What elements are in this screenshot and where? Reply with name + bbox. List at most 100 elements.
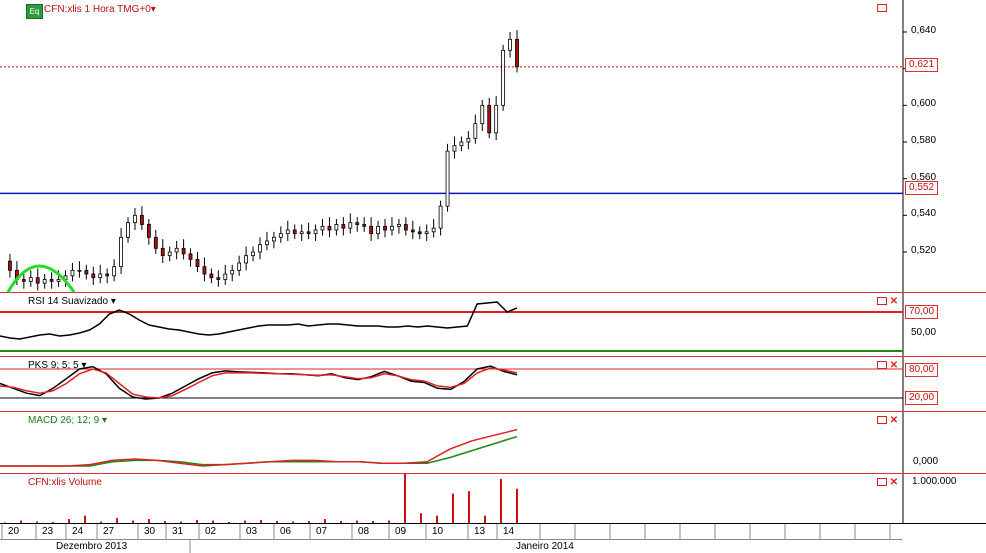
candle-body [278, 233, 283, 238]
pks-level-20-badge: 20,00 [905, 391, 939, 405]
chevron-down-icon[interactable]: ▾ [81, 360, 87, 371]
candle-body [160, 247, 165, 257]
candle-body [105, 273, 110, 277]
x-month-dezembro: Dezembro 2013 [56, 541, 128, 552]
x-day-label: 10 [432, 526, 444, 537]
maximize-main-panel-icon[interactable] [877, 4, 887, 14]
candle-body [153, 236, 158, 249]
volume-bar [388, 520, 390, 523]
candle-body [28, 277, 33, 282]
candle-body [383, 225, 387, 231]
chevron-down-icon[interactable]: ▾ [101, 415, 107, 426]
volume-bar [324, 519, 326, 523]
pks-d-line [0, 367, 518, 399]
candle-body [480, 104, 485, 125]
x-day-label: 09 [395, 526, 407, 537]
volume-bar [20, 520, 22, 523]
pks-panel-title[interactable]: PKS 9; 5; 5 ▾ [28, 360, 86, 372]
candle-body [320, 225, 325, 231]
y-tick-label: 0,600 [911, 98, 937, 110]
maximize-icon[interactable] [877, 297, 887, 306]
candle-body [181, 247, 186, 255]
maximize-icon[interactable] [877, 416, 887, 425]
rsi-level-50-label: 50,00 [911, 327, 937, 338]
candle-body [49, 279, 54, 282]
candle-body [376, 225, 380, 235]
maximize-icon[interactable] [877, 478, 887, 487]
candle-body [126, 222, 130, 238]
candle-body [216, 277, 221, 280]
main-panel-title[interactable]: CFN:xlis 1 Hora TMG+0▾ [44, 4, 156, 16]
candle-body [146, 224, 151, 238]
volume-bar [516, 488, 518, 523]
volume-bar [212, 520, 214, 523]
volume-bar [148, 519, 150, 523]
rsi-panel-title[interactable]: RSI 14 Suavizado ▾ [28, 296, 116, 308]
x-day-label: 20 [8, 526, 20, 537]
candle-body [445, 150, 450, 207]
candle-body [195, 258, 200, 268]
last-price-badge: 0,621 [905, 58, 939, 72]
volume-bar [228, 522, 230, 523]
candle-body [403, 224, 408, 231]
x-day-label: 06 [280, 526, 292, 537]
candle-body [35, 277, 40, 284]
candle-body [501, 49, 506, 106]
candle-body [473, 123, 478, 139]
candle-body [251, 251, 255, 257]
volume-bar [436, 515, 438, 523]
x-day-label: 08 [358, 526, 370, 537]
candle-body [369, 225, 374, 235]
candle-body [466, 137, 471, 143]
macd-line [0, 428, 518, 467]
close-icon[interactable]: ✕ [889, 477, 899, 488]
volume-bar [68, 519, 70, 523]
candle-body [424, 231, 429, 235]
candle-body [98, 273, 103, 279]
eq-button[interactable]: Eq [26, 4, 43, 19]
volume-bar [276, 521, 278, 523]
candle-body [167, 251, 172, 257]
candle-body [188, 253, 193, 260]
candle-body [508, 38, 512, 51]
close-icon[interactable]: ✕ [889, 296, 899, 307]
volume-bar [404, 474, 406, 523]
candle-body [306, 231, 311, 235]
candle-body [133, 214, 137, 224]
candle-body [515, 38, 519, 68]
candle-body [459, 141, 464, 147]
volume-panel-title[interactable]: CFN:xlis Volume [28, 477, 102, 488]
volume-bar [100, 521, 102, 523]
candle-body [355, 222, 360, 225]
candle-body [494, 104, 499, 134]
chevron-down-icon[interactable]: ▾ [110, 296, 116, 307]
macd-panel-title[interactable]: MACD 26; 12; 9 ▾ [28, 415, 107, 427]
maximize-icon[interactable] [877, 361, 887, 370]
close-icon[interactable]: ✕ [889, 415, 899, 426]
volume-bar [132, 520, 134, 523]
close-icon[interactable]: ✕ [889, 360, 899, 371]
chevron-down-icon[interactable]: ▾ [150, 4, 156, 15]
x-day-label: 30 [144, 526, 156, 537]
x-day-label: 14 [503, 526, 515, 537]
macd-signal-line [0, 435, 518, 467]
volume-panel-controls: ✕ [877, 478, 898, 488]
candle-body [265, 240, 269, 246]
y-tick-label: 0,560 [911, 171, 937, 183]
pks-level-80-badge: 80,00 [905, 363, 939, 377]
candle-body [362, 224, 367, 227]
volume-bar [452, 493, 454, 523]
y-tick-label: 0,520 [911, 245, 937, 256]
candle-body [174, 247, 179, 253]
candle-body [77, 269, 82, 272]
x-day-label: 02 [205, 526, 217, 537]
candle-body [21, 279, 26, 282]
x-day-label: 24 [72, 526, 84, 537]
candle-body [271, 236, 276, 242]
y-tick-label: 0,540 [911, 208, 937, 220]
candle-body [452, 145, 457, 152]
volume-bar [196, 520, 198, 523]
candle-body [348, 222, 353, 229]
y-tick-label: 0,580 [911, 135, 937, 146]
